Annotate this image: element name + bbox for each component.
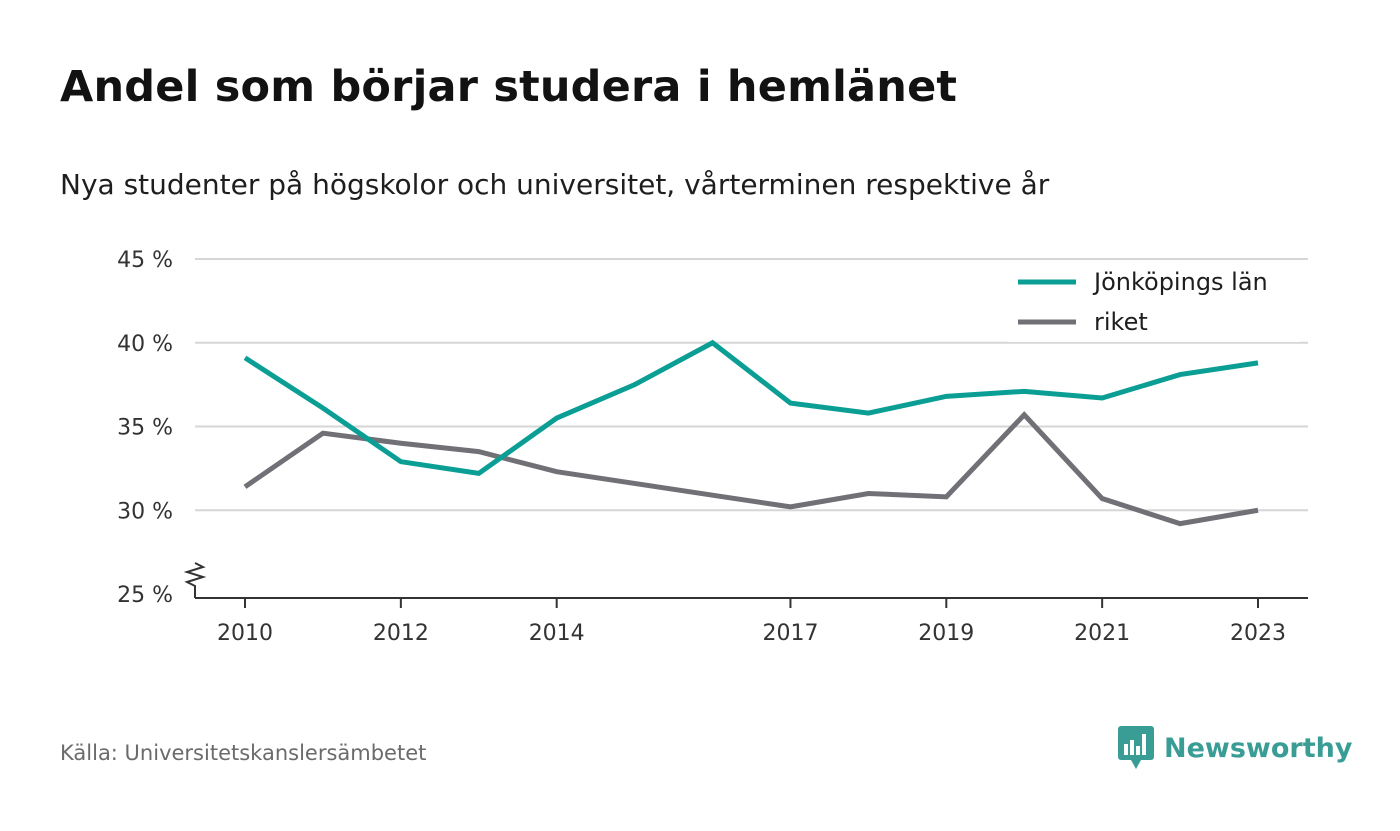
- grid-lines: [195, 258, 1308, 512]
- x-tick-label: 2021: [1074, 621, 1130, 646]
- legend-label: Jönköpings län: [1092, 268, 1268, 296]
- legend-label: riket: [1094, 308, 1148, 336]
- axis-break-icon: [183, 562, 207, 598]
- x-tick-label: 2023: [1230, 621, 1286, 646]
- x-tick-label: 2010: [217, 621, 273, 646]
- chart-title: Andel som börjar studera i hemlänet: [60, 62, 958, 112]
- chart-subtitle: Nya studenter på högskolor och universit…: [60, 168, 1050, 201]
- y-tick-label: 35 %: [117, 416, 173, 441]
- series-line-riket: [243, 411, 1259, 527]
- series-line-jonkopings-lan: [243, 339, 1259, 477]
- x-tick-label: 2012: [373, 621, 429, 646]
- x-axis: 2010 2012 2014 2017 2019 2021 2023: [195, 597, 1308, 646]
- y-axis: 25 % 30 % 35 % 40 % 45 %: [117, 248, 207, 608]
- y-tick-label: 25 %: [117, 583, 173, 608]
- source-note: Källa: Universitetskanslersämbetet: [60, 741, 427, 765]
- x-tick-label: 2019: [918, 621, 974, 646]
- x-tick-label: 2017: [762, 621, 818, 646]
- brand-name: Newsworthy: [1164, 732, 1353, 764]
- x-tick-label: 2014: [529, 621, 585, 646]
- legend-background: [1008, 262, 1300, 342]
- y-tick-label: 30 %: [117, 499, 173, 524]
- series-lines: [243, 339, 1259, 527]
- brand-logo: Newsworthy: [1118, 726, 1352, 770]
- y-tick-label: 45 %: [117, 248, 173, 273]
- newsworthy-bar-chart-icon: [1118, 726, 1154, 769]
- legend: Jönköpings län riket: [1008, 262, 1300, 342]
- line-chart: 25 %30 %35 %40 %45 % 2010 2012 2014 2017 201…: [117, 248, 1308, 646]
- y-tick-label: 40 %: [117, 332, 173, 357]
